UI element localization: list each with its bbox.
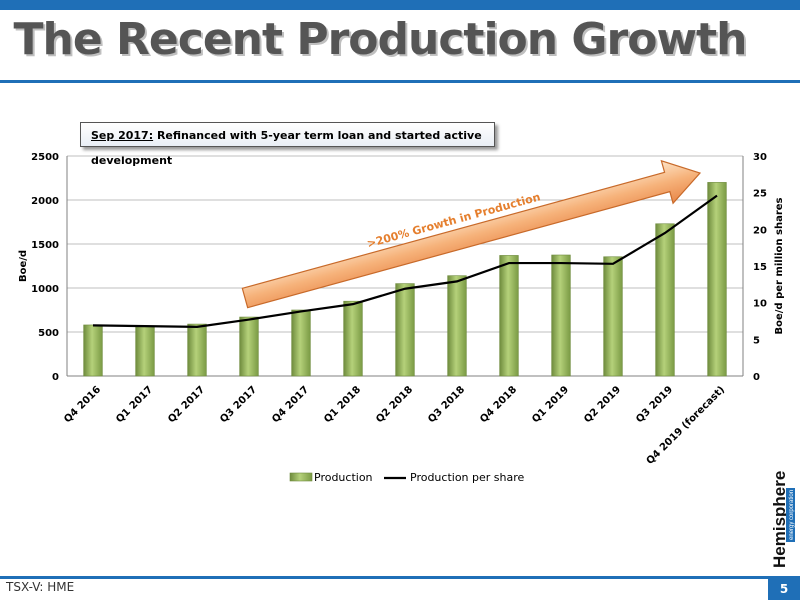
x-tick-label: Q4 2016 (62, 384, 103, 425)
x-tick-label: Q2 2019 (582, 384, 623, 425)
x-tick-label: Q1 2017 (114, 384, 155, 425)
x-tick-label: Q4 2018 (478, 384, 519, 425)
callout-box: Sep 2017: Refinanced with 5-year term lo… (80, 122, 495, 167)
y2-tick-label: 5 (753, 335, 760, 346)
y2-tick-label: 0 (753, 372, 760, 383)
bar (187, 323, 207, 377)
bar (603, 256, 623, 377)
logo-word: Hemisphere (770, 471, 789, 568)
x-tick-label: Q3 2017 (218, 384, 259, 425)
legend-label-production: Production (314, 471, 373, 484)
y2-tick-label: 30 (753, 152, 767, 163)
x-tick-label: Q3 2019 (634, 384, 675, 425)
y2-axis-title: Boe/d per million shares (774, 197, 785, 334)
bar (707, 182, 727, 377)
y-tick-label: 2000 (31, 196, 59, 207)
y2-tick-label: 25 (753, 189, 767, 200)
bar (655, 223, 675, 377)
y2-tick-label: 20 (753, 225, 767, 236)
bar (499, 255, 519, 377)
bar (343, 300, 363, 377)
x-tick-label: Q4 2017 (270, 384, 311, 425)
bar (447, 275, 467, 377)
x-tick-label: Q3 2018 (426, 384, 467, 425)
hemisphere-logo-mark: Hemisphere energy corporation (770, 471, 795, 568)
page-number: 5 (768, 578, 800, 600)
callout-date: Sep 2017: (91, 129, 154, 142)
bar (395, 283, 415, 377)
footer-ticker: TSX-V: HME (6, 580, 75, 594)
bar (83, 324, 103, 377)
y-axis-title: Boe/d (18, 250, 29, 282)
slide-title: The Recent Production Growth (13, 14, 748, 65)
top-accent-bar (0, 0, 800, 10)
hemisphere-logo: Hemisphere energy corporation (757, 470, 797, 570)
footer-divider (0, 576, 800, 579)
y2-tick-label: 15 (753, 262, 767, 273)
x-tick-label: Q2 2017 (166, 384, 207, 425)
y2-tick-label: 10 (753, 299, 767, 310)
y-tick-label: 1000 (31, 284, 59, 295)
y-tick-label: 2500 (31, 152, 59, 163)
production-chart: 0 500 1000 1500 2000 2500 0 5 10 15 20 25 30 Q4 2016 Q… (18, 152, 785, 484)
growth-arrow-shape (241, 159, 702, 309)
logo-sub: energy corporation (789, 490, 795, 540)
bar (239, 316, 259, 377)
callout-text: Refinanced with 5-year term loan and sta… (91, 129, 482, 167)
bar (291, 309, 311, 377)
y-tick-label: 0 (52, 372, 59, 383)
x-tick-label: Q1 2018 (322, 384, 363, 425)
bar (551, 254, 571, 377)
growth-arrow: >200% Growth in Production (241, 159, 702, 309)
title-divider (0, 80, 800, 83)
y-tick-label: 1500 (31, 240, 59, 251)
bar (135, 326, 155, 377)
x-tick-label: Q1 2019 (530, 384, 571, 425)
x-tick-label: Q2 2018 (374, 384, 415, 425)
y-tick-label: 500 (38, 328, 59, 339)
legend-swatch-production (289, 472, 313, 482)
legend-label-per-share: Production per share (410, 471, 525, 484)
